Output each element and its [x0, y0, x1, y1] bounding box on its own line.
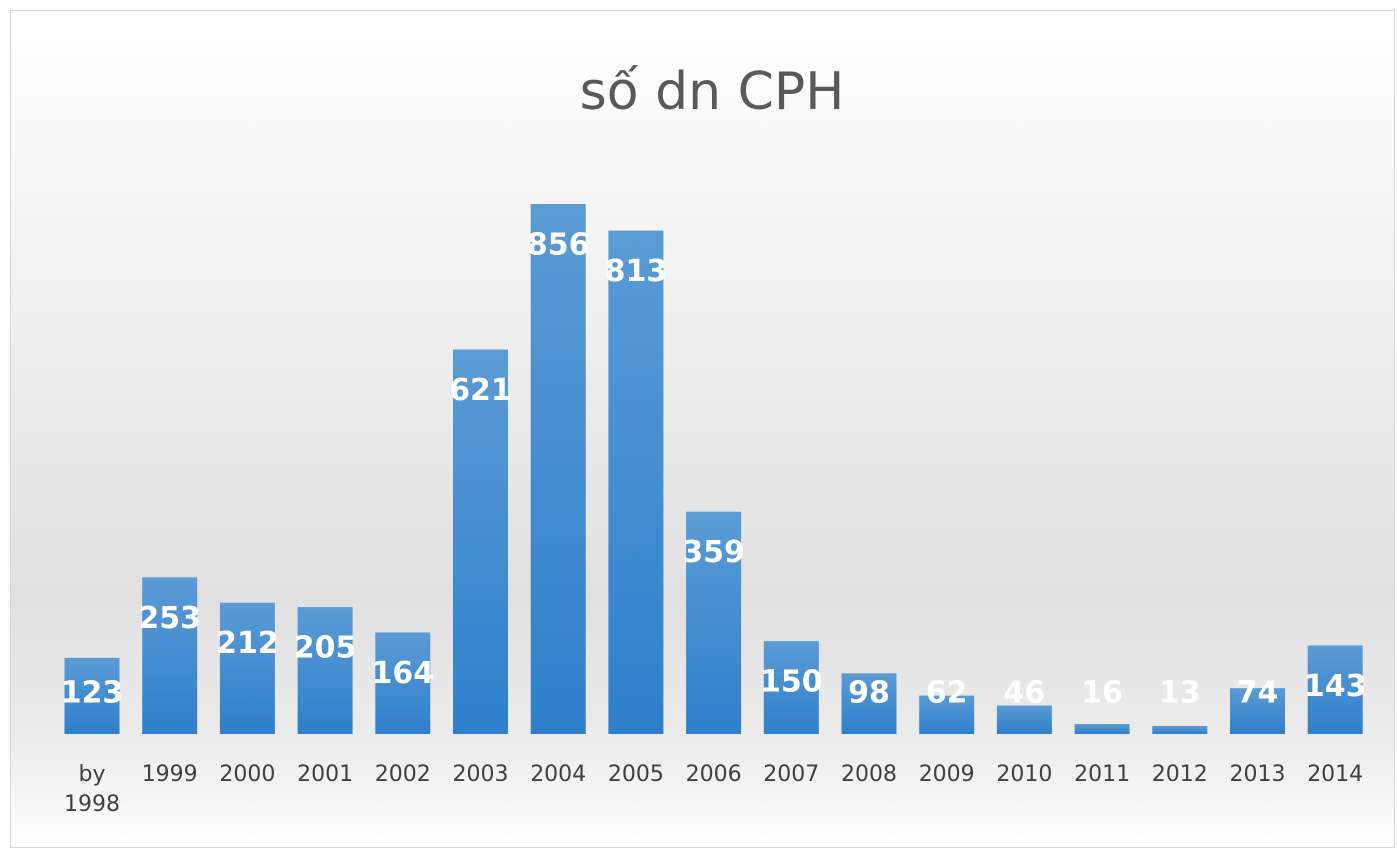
bar: [1074, 724, 1130, 734]
data-label: 813: [605, 254, 668, 289]
data-label: 46: [1004, 676, 1046, 711]
data-label: 62: [926, 676, 968, 711]
x-tick-label: 2004: [530, 762, 587, 787]
data-label: 74: [1237, 676, 1279, 711]
bar: [996, 705, 1052, 734]
bar: [297, 607, 353, 734]
bar: [1230, 688, 1285, 734]
data-label: 856: [527, 228, 590, 263]
x-tick-label: 2000: [219, 762, 276, 787]
x-tick-label: 1999: [141, 762, 198, 787]
data-label: 150: [760, 665, 823, 700]
x-tick-label: 2011: [1074, 762, 1131, 787]
x-tick-label: 2003: [452, 762, 509, 787]
data-label: 16: [1081, 676, 1123, 711]
data-label: 164: [371, 656, 434, 691]
x-tick-label: 2009: [918, 762, 975, 787]
x-tick-label: 2013: [1229, 762, 1286, 787]
bar: [530, 204, 586, 734]
bar: [608, 230, 664, 734]
data-label: 123: [61, 676, 124, 711]
bar: [1307, 645, 1363, 734]
x-tick-label: 2005: [607, 762, 664, 787]
x-tick-label: 2012: [1151, 762, 1208, 787]
data-label: 621: [449, 373, 512, 408]
x-tick-label: 2001: [297, 762, 354, 787]
data-label: 212: [216, 626, 279, 661]
bar: [453, 349, 508, 734]
x-tick-label: 2010: [996, 762, 1053, 787]
data-label: 143: [1304, 669, 1367, 704]
bar: [763, 641, 819, 734]
data-label: 98: [848, 676, 890, 711]
bar: [919, 695, 975, 734]
chart-title: số dn CPH: [580, 62, 845, 122]
data-label: 253: [138, 601, 201, 636]
bar: [841, 673, 897, 734]
bar: [686, 511, 742, 734]
bar: [375, 632, 431, 734]
bar: [64, 657, 120, 734]
x-tick-label: 2008: [841, 762, 897, 787]
x-tick-label: 2014: [1307, 762, 1364, 787]
x-tick-label: 2007: [763, 762, 820, 787]
bar: [219, 602, 275, 734]
data-label: 205: [294, 631, 357, 666]
data-label: 13: [1159, 676, 1201, 711]
x-tick-label: 2006: [685, 762, 742, 787]
x-tick-label: 2002: [374, 762, 431, 787]
bar: [1152, 725, 1208, 734]
data-label: 359: [682, 535, 745, 570]
bar: [142, 577, 198, 734]
x-tick-label: by 1998: [64, 762, 120, 817]
